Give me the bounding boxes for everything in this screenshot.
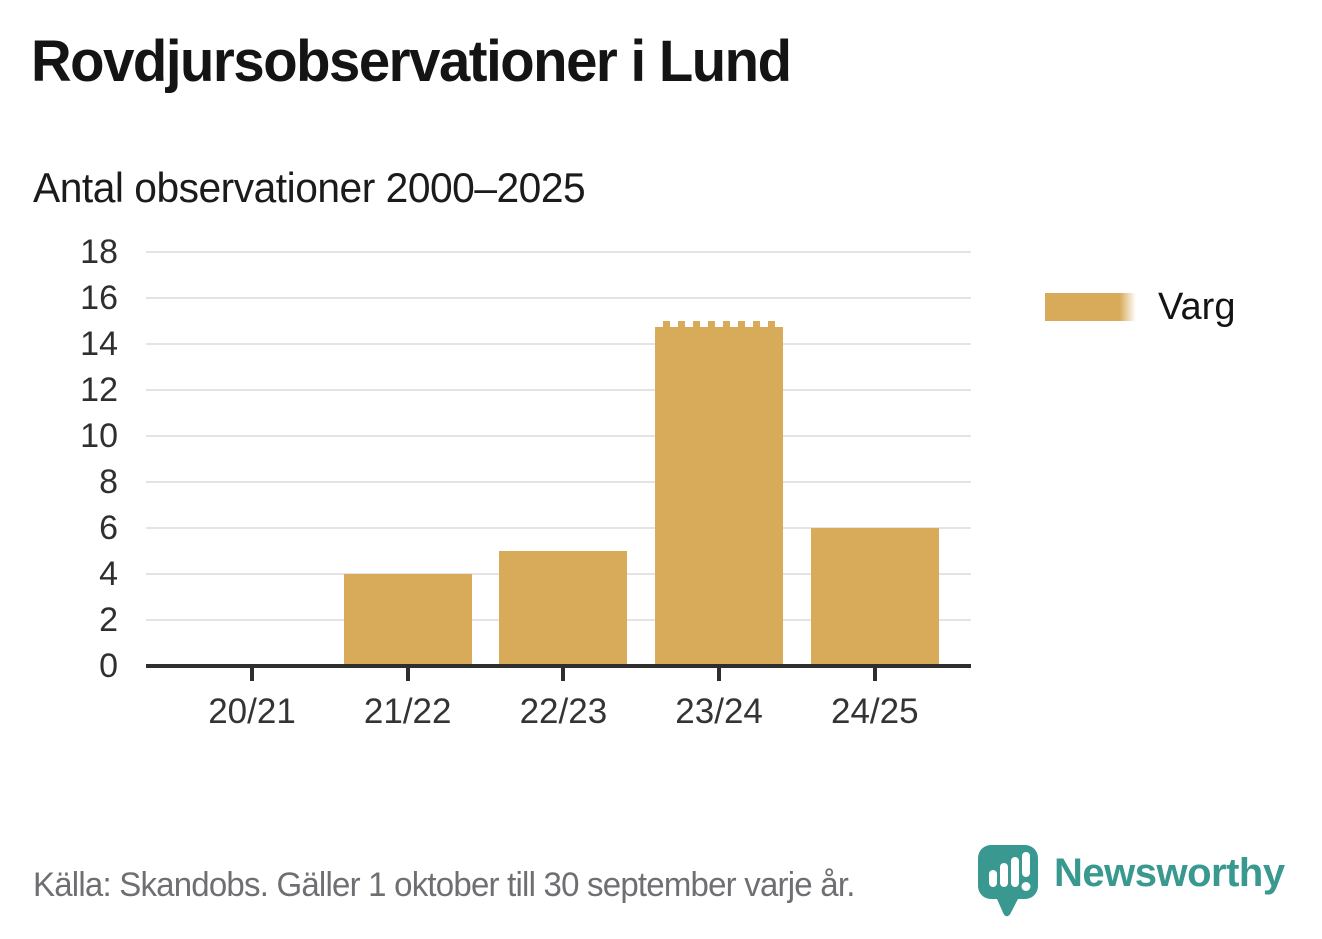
x-axis-tick	[717, 668, 722, 681]
x-axis-label: 24/25	[831, 692, 919, 731]
x-axis-tick	[405, 668, 410, 681]
y-axis-label: 16	[80, 279, 118, 317]
legend-swatch-varg	[1045, 293, 1136, 321]
gridline	[146, 297, 971, 299]
x-axis-label: 21/22	[363, 692, 452, 731]
y-axis-label: 8	[99, 463, 118, 501]
gridline	[146, 527, 971, 529]
bar	[499, 551, 628, 666]
newsworthy-logo-icon	[978, 845, 1038, 917]
gridline	[146, 343, 971, 345]
y-axis-label: 10	[80, 417, 118, 455]
newsworthy-brand: Newsworthy	[978, 845, 1285, 919]
y-axis-label: 4	[99, 555, 118, 593]
gridline	[146, 435, 971, 437]
x-axis-label: 23/24	[675, 692, 763, 731]
bar	[810, 528, 939, 666]
x-axis-tick	[561, 668, 566, 681]
x-axis-label: 22/23	[519, 692, 608, 731]
x-axis-line	[146, 664, 971, 668]
bar	[655, 321, 784, 666]
brand-name: Newsworthy	[1054, 851, 1285, 895]
bar-dashed-top	[655, 321, 784, 327]
y-axis-label: 0	[99, 647, 118, 685]
y-axis-label: 18	[80, 233, 118, 271]
chart-title: Rovdjursobservationer i Lund	[31, 29, 792, 94]
gridline	[146, 389, 971, 391]
gridline	[146, 251, 971, 253]
source-note: Källa: Skandobs. Gäller 1 oktober till 3…	[33, 866, 855, 904]
legend: Varg	[1045, 286, 1236, 328]
y-axis-label: 14	[80, 325, 118, 363]
y-axis-label: 2	[99, 601, 118, 639]
y-axis-label: 6	[99, 509, 118, 547]
x-axis-label: 20/21	[208, 692, 296, 731]
x-axis-tick	[872, 668, 877, 681]
legend-label: Varg	[1158, 286, 1236, 328]
bar	[343, 574, 472, 666]
chart-subtitle: Antal observationer 2000–2025	[33, 164, 586, 211]
gridline	[146, 481, 971, 483]
x-axis-tick	[250, 668, 254, 681]
y-axis-label: 12	[80, 371, 118, 409]
